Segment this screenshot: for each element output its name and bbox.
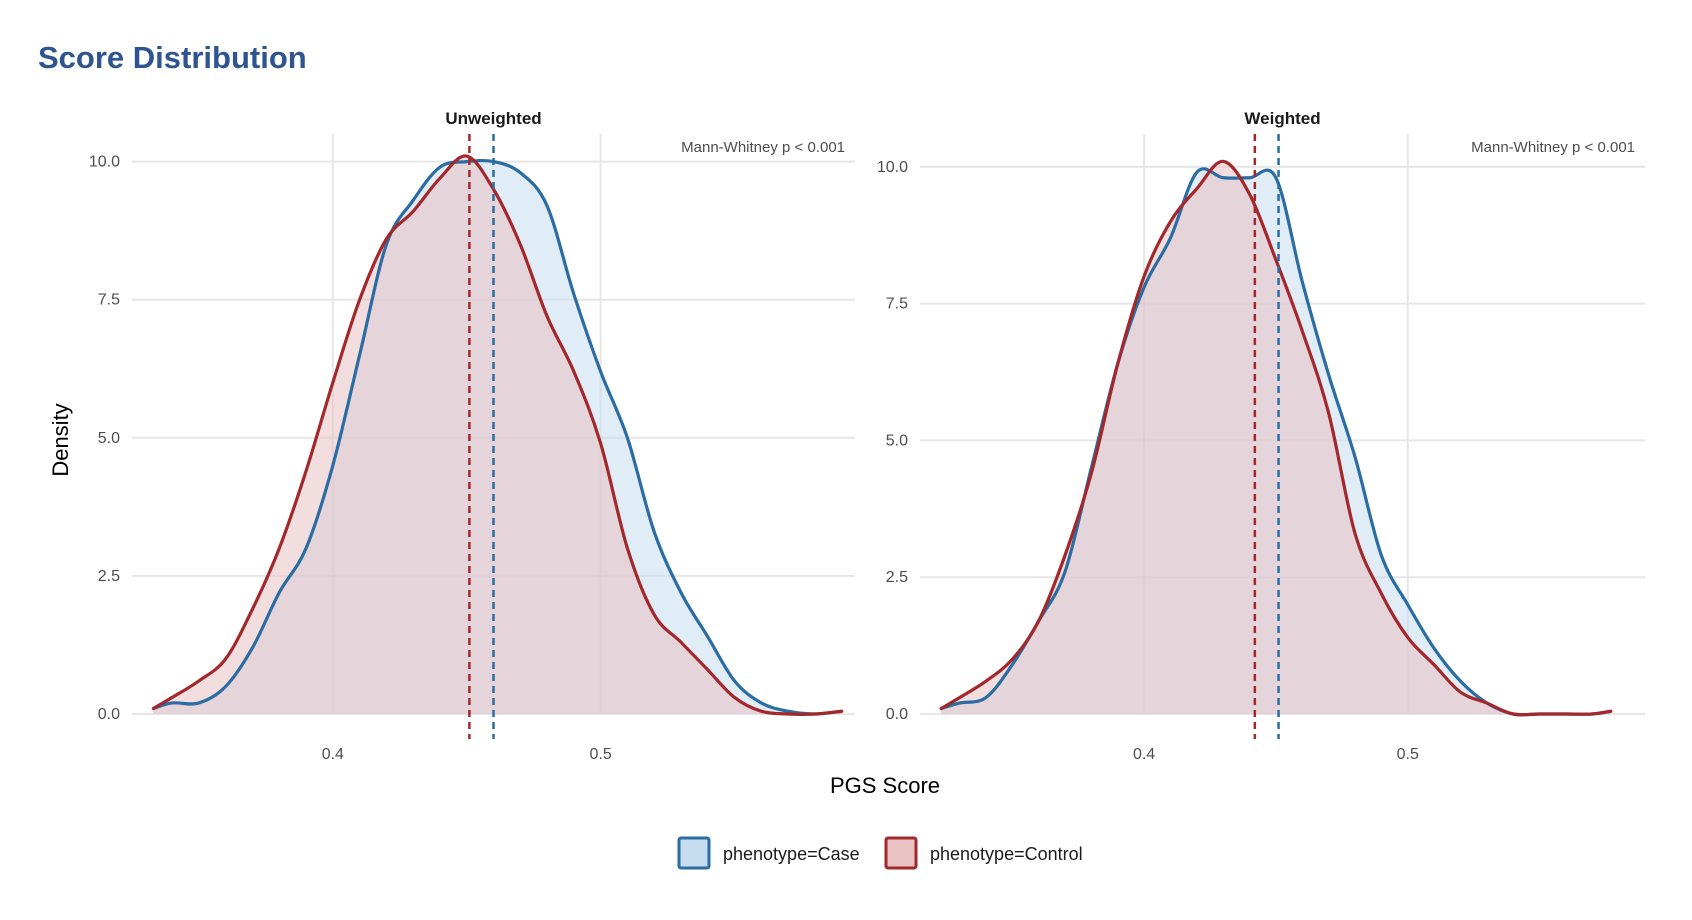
density-area-control [941,161,1611,715]
y-tick-label: 10.0 [877,159,908,176]
legend-label-control: phenotype=Control [930,844,1083,864]
panel-weighted: 0.0 2.5 5.0 7.5 10.0 0.4 0.5 Weighted Mann-Whitn… [877,109,1645,763]
y-tick-label: 5.0 [98,430,120,447]
x-tick-label: 0.4 [1133,746,1155,763]
y-tick-label: 7.5 [98,292,120,309]
panel-title: Unweighted [445,109,541,128]
y-tick-label: 2.5 [886,569,908,586]
y-tick-label: 10.0 [89,154,120,171]
x-tick-label: 0.5 [1397,746,1419,763]
y-tick-label: 2.5 [98,568,120,585]
y-tick-label: 0.0 [886,706,908,723]
y-tick-label: 0.0 [98,706,120,723]
panel-title: Weighted [1244,109,1320,128]
x-tick-label: 0.4 [322,746,344,763]
x-tick-label: 0.5 [589,746,611,763]
density-line-control [939,159,1613,717]
annotation-mann-whitney: Mann-Whitney p < 0.001 [1471,139,1635,156]
y-tick-label: 7.5 [886,296,908,313]
legend-key-control [884,836,918,870]
legend-key-case [677,836,711,870]
x-axis-title: PGS Score [830,773,940,798]
panel-unweighted: 0.0 2.5 5.0 7.5 10.0 0.4 0.5 Unweighted Mann-Whi… [89,109,855,763]
legend-label-case: phenotype=Case [723,844,860,864]
density-line-control [151,154,844,716]
y-tick-label: 5.0 [886,432,908,449]
density-area-control [153,155,842,715]
annotation-mann-whitney: Mann-Whitney p < 0.001 [681,139,845,156]
y-axis-title: Density [48,403,73,476]
chart-title: Score Distribution [38,40,307,75]
legend: phenotype=Case phenotype=Control [677,836,1083,870]
